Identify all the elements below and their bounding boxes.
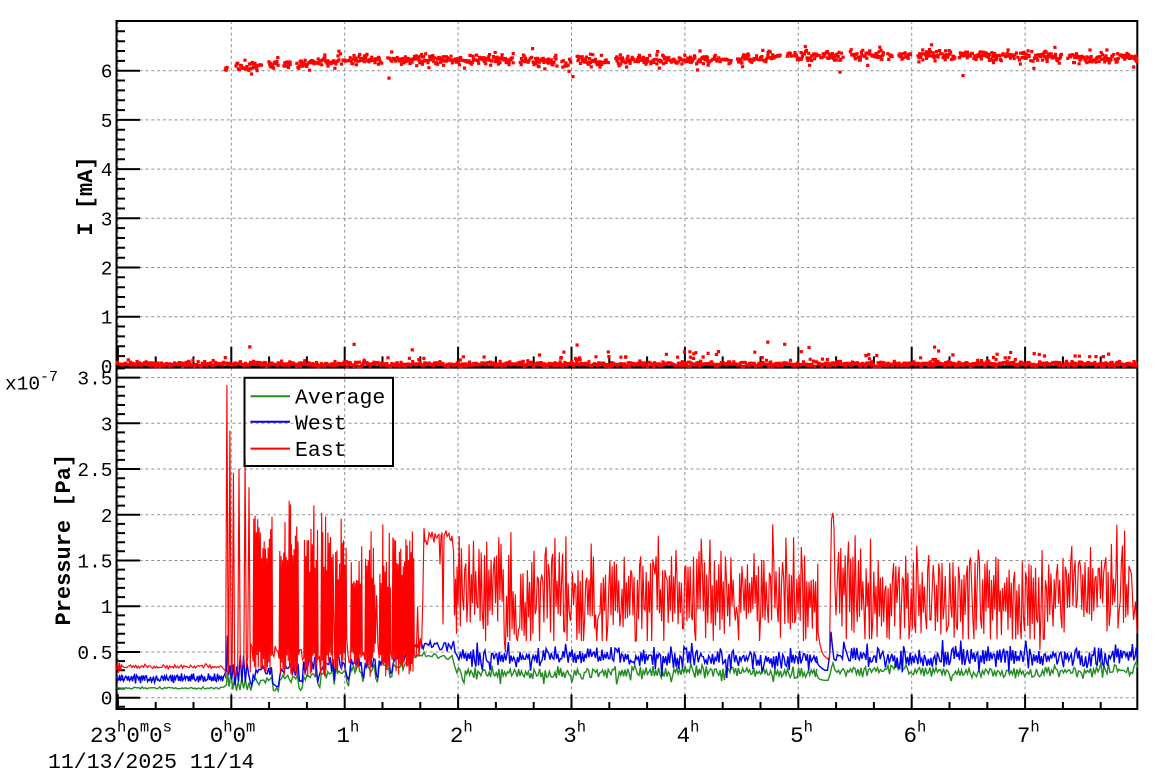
svg-text:1: 1 bbox=[101, 597, 113, 619]
svg-text:4: 4 bbox=[101, 160, 113, 182]
svg-text:5: 5 bbox=[101, 111, 113, 133]
svg-text:6: 6 bbox=[101, 62, 113, 84]
svg-text:3.5: 3.5 bbox=[77, 369, 112, 391]
svg-text:2: 2 bbox=[101, 506, 113, 528]
svg-text:1.5: 1.5 bbox=[77, 552, 112, 574]
svg-text:0: 0 bbox=[101, 357, 113, 379]
svg-text:East: East bbox=[295, 439, 347, 463]
svg-text:I [mA]: I [mA] bbox=[74, 156, 99, 235]
svg-text:0: 0 bbox=[101, 689, 113, 711]
svg-text:2.5: 2.5 bbox=[77, 460, 112, 482]
svg-text:x10: x10 bbox=[5, 374, 40, 396]
svg-text:-7: -7 bbox=[40, 369, 58, 386]
svg-text:2: 2 bbox=[101, 259, 113, 281]
svg-text:Pressure [Pa]: Pressure [Pa] bbox=[52, 454, 77, 626]
svg-text:West: West bbox=[295, 412, 347, 436]
svg-text:0.5: 0.5 bbox=[77, 643, 112, 665]
svg-text:1: 1 bbox=[101, 308, 113, 330]
svg-text:11/13/2025 11/14: 11/13/2025 11/14 bbox=[48, 751, 254, 775]
svg-text:Average: Average bbox=[295, 387, 385, 411]
svg-text:3: 3 bbox=[101, 414, 113, 436]
svg-text:23h​0m​0s​: 23h​0m​0s​ bbox=[90, 719, 172, 750]
svg-text:3: 3 bbox=[101, 209, 113, 231]
